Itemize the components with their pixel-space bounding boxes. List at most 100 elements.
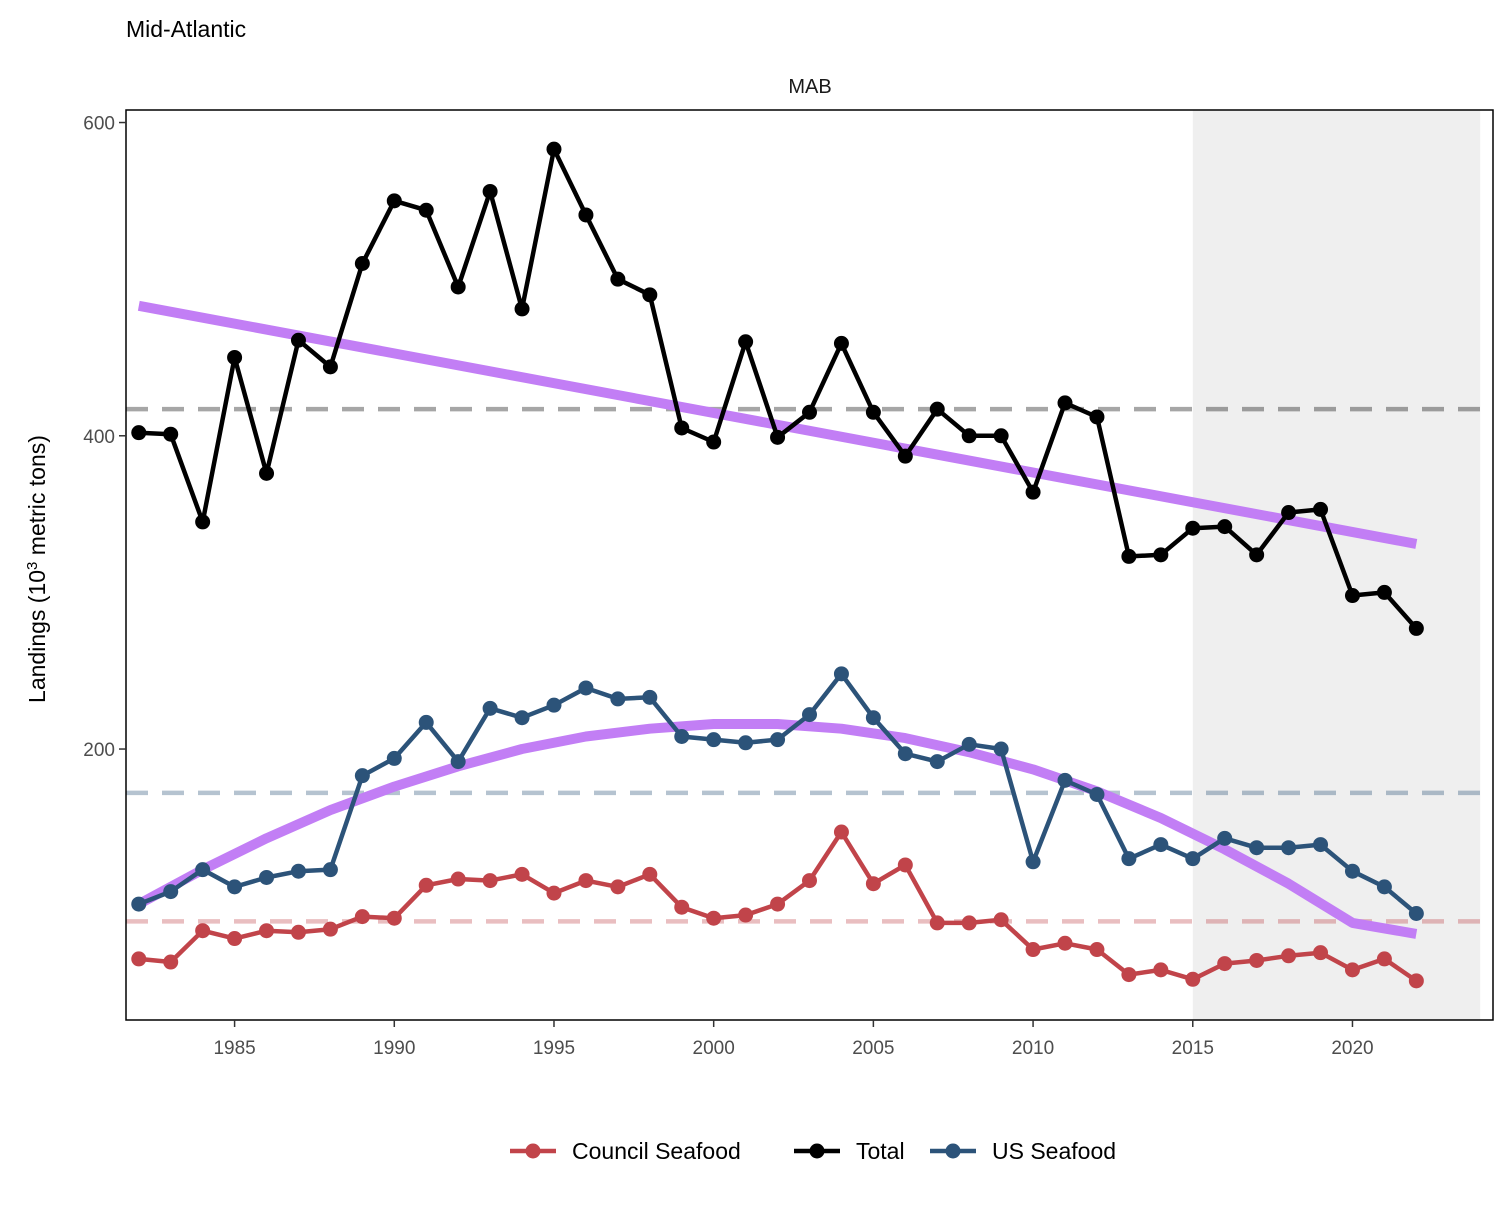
legend-key-point-total [809,1143,825,1159]
x-tick-label: 1985 [213,1038,255,1059]
data-point-council-seafood [802,873,817,889]
data-point-council-seafood [1408,973,1424,989]
data-point-total [354,255,370,271]
data-point-council-seafood [706,910,722,926]
legend-label-us-seafood: US Seafood [992,1138,1116,1164]
data-point-council-seafood [386,910,402,926]
legend-key-point-council-seafood [525,1143,541,1159]
legend: Council Seafood Total US Seafood [510,1138,1116,1164]
data-point-council-seafood [450,871,466,887]
data-point-council-seafood [259,923,275,939]
x-tick-label: 2015 [1172,1038,1214,1059]
x-tick-label: 2010 [1012,1038,1054,1059]
trend-line-total [137,300,1418,549]
data-point-us-seafood [418,714,434,730]
data-point-us-seafood [450,754,466,770]
data-point-council-seafood [1313,945,1329,961]
data-point-council-seafood [1025,942,1041,958]
data-point-total [770,429,786,445]
data-point-council-seafood [1089,942,1105,958]
data-point-council-seafood [1249,952,1265,968]
data-point-total [1057,395,1073,411]
data-point-council-seafood [1153,962,1169,978]
data-point-us-seafood [163,884,179,900]
data-point-council-seafood [642,866,658,882]
data-point-council-seafood [322,921,338,937]
data-point-total [195,514,211,530]
data-point-total [706,434,722,450]
data-point-us-seafood [1313,837,1329,853]
data-point-total [482,183,498,199]
data-point-us-seafood [738,735,754,751]
data-point-us-seafood [322,862,338,878]
legend-key-point-us-seafood [945,1143,961,1159]
data-point-council-seafood [1376,951,1392,967]
data-point-us-seafood [1376,879,1392,895]
data-point-us-seafood [386,750,402,766]
data-point-us-seafood [1153,837,1169,853]
data-point-total [1408,620,1424,636]
data-point-council-seafood [610,879,626,895]
data-point-total [1281,505,1297,521]
data-point-us-seafood [865,710,881,726]
data-point-council-seafood [131,951,147,967]
data-point-total [961,428,977,444]
data-point-total [322,359,338,375]
data-point-us-seafood [1281,840,1297,856]
legend-label-council-seafood: Council Seafood [572,1138,741,1164]
data-point-total [450,279,466,295]
data-point-council-seafood [738,907,754,923]
data-point-total [1025,484,1041,500]
data-point-council-seafood [1121,967,1137,983]
x-tick-label: 1990 [373,1038,415,1059]
data-point-total [1121,548,1137,564]
data-point-council-seafood [290,924,306,940]
data-point-us-seafood [1408,905,1424,921]
data-point-total [1313,501,1329,517]
data-point-council-seafood [674,899,690,915]
data-point-us-seafood [195,862,211,878]
data-point-us-seafood [578,680,594,696]
data-point-council-seafood [578,873,594,889]
data-point-council-seafood [1344,962,1360,978]
data-point-council-seafood [865,876,881,892]
data-point-total [929,401,945,417]
data-point-council-seafood [546,885,562,901]
data-point-total [738,334,754,350]
data-point-us-seafood [642,689,658,705]
data-point-total [833,335,849,351]
data-point-us-seafood [961,736,977,752]
data-point-total [131,425,147,441]
data-point-us-seafood [1344,863,1360,879]
data-point-total [290,332,306,348]
x-tick-label: 2020 [1331,1038,1373,1059]
plot-layer: 1985 1990 1995 2000 2005 2010 2015 2020 200 400 60… [83,109,1494,1059]
data-point-total [865,404,881,420]
data-point-council-seafood [993,912,1009,928]
data-point-total [578,207,594,223]
y-axis-label-sup: 3 [24,562,41,570]
data-point-us-seafood [1217,830,1233,846]
data-point-total [546,141,562,157]
data-point-total [1185,520,1201,536]
data-point-total [1376,584,1392,600]
data-point-total [642,287,658,303]
data-point-total [610,271,626,287]
data-point-us-seafood [546,697,562,713]
data-point-total [259,465,275,481]
data-point-council-seafood [897,857,913,873]
data-point-council-seafood [482,873,498,889]
data-point-total [163,426,179,442]
data-point-council-seafood [929,915,945,931]
data-point-us-seafood [131,896,147,912]
data-point-us-seafood [1057,772,1073,788]
x-tick-label: 2000 [693,1038,735,1059]
data-point-council-seafood [227,931,243,947]
y-tick-label: 600 [83,114,115,135]
data-point-us-seafood [993,741,1009,757]
y-axis-label-main: Landings (10 [24,570,50,703]
y-axis-label: Landings (103 metric tons) [24,435,51,703]
data-point-total [1153,547,1169,563]
data-point-total [1089,409,1105,425]
data-point-total [897,448,913,464]
